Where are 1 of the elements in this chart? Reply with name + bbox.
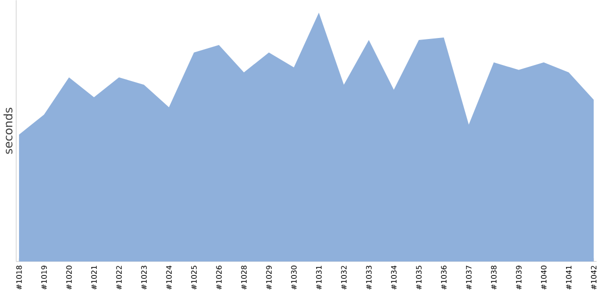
y-axis-title: seconds	[4, 108, 12, 154]
